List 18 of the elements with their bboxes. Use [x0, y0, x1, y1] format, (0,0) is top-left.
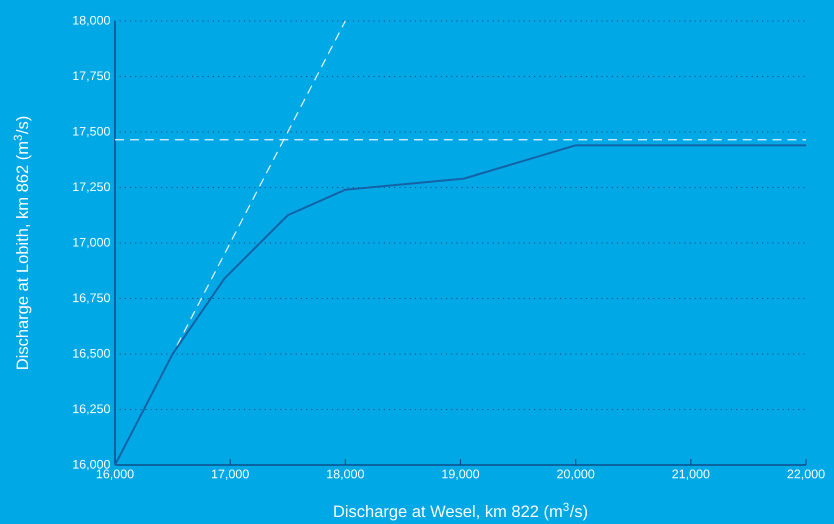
x-tick-label: 18,000 — [327, 470, 364, 480]
x-tick-label: 20,000 — [557, 470, 594, 480]
x-tick-label: 21,000 — [672, 470, 710, 480]
x-tick-label: 22,000 — [788, 470, 825, 480]
x-axis-title: Discharge at Wesel, km 822 (m$^{3}$/s) — [334, 502, 588, 520]
y-axis-title: Discharge at Lobith, km 862 (m$^{3}$/s) — [14, 116, 32, 369]
y-tick-label: 17,500 — [73, 126, 110, 138]
y-tick-label: 16,500 — [73, 348, 110, 360]
x-tick-label: 19,000 — [442, 470, 480, 480]
y-tick-label: 16,250 — [73, 404, 110, 415]
x-tick-label: 17,000 — [212, 470, 249, 480]
y-tick-label: 18,000 — [73, 16, 110, 26]
y-tick-label: 16,750 — [73, 293, 110, 304]
y-tick-label: 17,250 — [73, 182, 110, 193]
y-tick-label: 17,750 — [73, 71, 110, 82]
y-tick-label: 16,000 — [73, 460, 110, 470]
y-tick-label: 17,000 — [73, 238, 110, 248]
x-tick-label: 16,000 — [96, 470, 134, 480]
